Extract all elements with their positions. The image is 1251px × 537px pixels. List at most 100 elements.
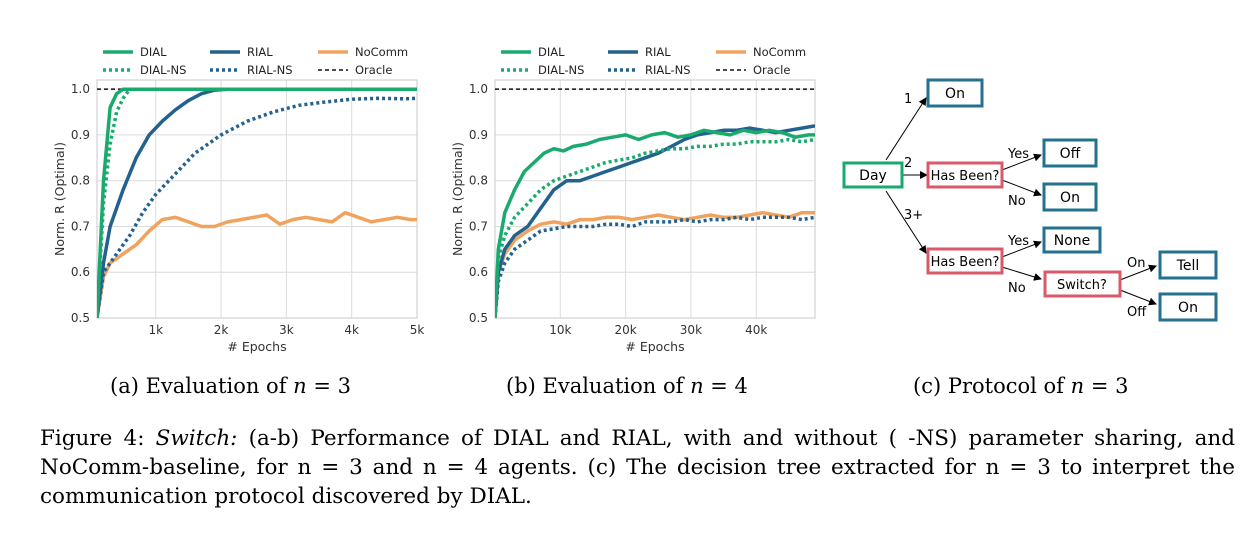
edge-label-no1: No — [1008, 194, 1026, 209]
caption-text: (a-b) Performance of DIAL and RIAL, with… — [40, 426, 1236, 509]
xtick-label: 30k — [680, 323, 702, 337]
ytick-label: 0.5 — [71, 311, 90, 325]
ytick-label: 0.8 — [469, 174, 488, 188]
edge-switch-tell — [1119, 264, 1157, 281]
node-none-box — [1042, 226, 1102, 254]
xtick-label: 40k — [745, 323, 767, 337]
node-hasbeen2: Has Been? — [931, 255, 1000, 270]
legend-label-oracle: Oracle — [355, 63, 392, 77]
subcaption-a-eq: = 3 — [306, 374, 351, 398]
subcaption-b: (b) Evaluation of n = 4 — [506, 374, 748, 398]
node-on3-box — [1158, 292, 1218, 322]
grid — [495, 80, 815, 319]
series-dial — [97, 87, 417, 318]
figure-caption: Figure 4: Switch: (a-b) Performance of D… — [40, 424, 1235, 511]
ytick-label: 0.9 — [71, 128, 90, 142]
xtick-label: 10k — [549, 323, 571, 337]
ytick-label: 0.9 — [469, 128, 488, 142]
subcaption-a: (a) Evaluation of n = 3 — [110, 374, 351, 398]
node-off-box — [1042, 138, 1098, 168]
edge-label-no2: No — [1008, 281, 1026, 296]
node-day-box — [842, 161, 904, 189]
xtick-label: 5k — [410, 323, 425, 337]
node-off: Off — [1060, 146, 1081, 162]
subcaption-b-prefix: (b) Evaluation of — [506, 374, 691, 398]
legend-label-oracle: Oracle — [753, 63, 790, 77]
edge-label-off: Off — [1127, 305, 1147, 320]
node-hasbeen1: Has Been? — [931, 169, 1000, 184]
series-dial-ns — [495, 137, 815, 318]
legend-label-rial: RIAL — [645, 45, 671, 59]
y-axis-label: Norm. R (Optimal) — [450, 142, 465, 256]
node-switch: Switch? — [1057, 278, 1107, 293]
series-rial-ns — [97, 96, 417, 318]
edge-hasbeen1-off — [1001, 153, 1042, 171]
node-tell: Tell — [1176, 258, 1200, 274]
xtick-label: 20k — [615, 323, 637, 337]
xtick-label: 2k — [214, 323, 229, 337]
legend-label-rial-ns: RIAL-NS — [645, 63, 691, 77]
subcaption-b-var: n — [690, 374, 704, 398]
node-hasbeen2-box — [926, 247, 1004, 275]
legend: DIAL RIAL NoComm DIAL-NS RIAL-NS Oracle — [501, 45, 806, 77]
decision-tree: 1 2 3+ Yes No Yes No On Off Day On Has B… — [842, 78, 1218, 322]
edge-label-3plus: 3+ — [904, 208, 923, 223]
subcaption-b-eq: = 4 — [703, 374, 748, 398]
subcaption-a-prefix: (a) Evaluation of — [110, 374, 294, 398]
legend-label-nocomm: NoComm — [753, 45, 806, 59]
node-hasbeen1-box — [926, 161, 1004, 189]
caption-label: Figure 4: — [40, 426, 156, 451]
edge-label-2: 2 — [904, 156, 912, 171]
edge-label-on: On — [1127, 256, 1145, 271]
ytick-label: 0.5 — [469, 311, 488, 325]
edge-label-yes1: Yes — [1007, 147, 1029, 162]
legend: DIAL RIAL NoComm DIAL-NS RIAL-NS Oracle — [103, 45, 408, 77]
xtick-label: 3k — [279, 323, 294, 337]
node-switch-box — [1043, 270, 1122, 298]
edge-label-yes2: Yes — [1007, 234, 1029, 249]
xtick-label: 4k — [344, 323, 359, 337]
ytick-label: 0.6 — [71, 265, 90, 279]
chart-b: DIAL RIAL NoComm DIAL-NS RIAL-NS Oracle 0.5 0.6… — [450, 45, 816, 354]
edge-day-hasbeen2 — [885, 190, 927, 254]
ytick-label: 0.7 — [469, 219, 488, 233]
subcaption-a-var: n — [293, 374, 307, 398]
legend-label-dial: DIAL — [140, 45, 167, 59]
series-rial — [495, 124, 815, 318]
node-on2-box — [1042, 182, 1098, 212]
tree-edges — [885, 97, 1157, 306]
plot-frame — [494, 79, 816, 319]
node-day: Day — [859, 168, 887, 184]
plot-frame — [96, 79, 418, 319]
ytick-label: 1.0 — [469, 82, 488, 96]
caption-name: Switch: — [155, 426, 238, 451]
legend-label-rial: RIAL — [247, 45, 273, 59]
edge-hasbeen2-none — [1001, 240, 1042, 258]
xtick-label: 1k — [148, 323, 163, 337]
subcaption-c: (c) Protocol of n = 3 — [913, 374, 1128, 398]
series-nocomm — [97, 210, 417, 318]
series-dial-ns — [97, 87, 417, 318]
node-on1-box — [926, 78, 984, 108]
x-axis-label: # Epochs — [625, 339, 684, 354]
node-tell-box — [1158, 250, 1218, 280]
ytick-label: 0.8 — [71, 174, 90, 188]
chart-a: DIAL RIAL NoComm DIAL-NS RIAL-NS Oracle 0.5 0.6… — [52, 45, 425, 354]
series-rial — [97, 87, 417, 318]
subcaption-c-prefix: (c) Protocol of — [913, 374, 1071, 398]
edge-day-on1 — [885, 97, 927, 161]
node-on3: On — [1178, 300, 1198, 316]
legend-label-dial: DIAL — [538, 45, 565, 59]
ytick-label: 1.0 — [71, 82, 90, 96]
edge-hasbeen1-on2 — [1001, 179, 1042, 197]
series-nocomm — [495, 210, 815, 318]
series-rial-ns — [495, 215, 815, 318]
edge-hasbeen2-switch — [1001, 266, 1042, 281]
y-axis-label: Norm. R (Optimal) — [52, 142, 67, 256]
legend-label-rial-ns: RIAL-NS — [247, 63, 293, 77]
legend-label-dial-ns: DIAL-NS — [140, 63, 186, 77]
subcaption-c-eq: = 3 — [1084, 374, 1129, 398]
legend-label-nocomm: NoComm — [355, 45, 408, 59]
node-none: None — [1054, 233, 1091, 249]
x-axis-label: # Epochs — [227, 339, 286, 354]
